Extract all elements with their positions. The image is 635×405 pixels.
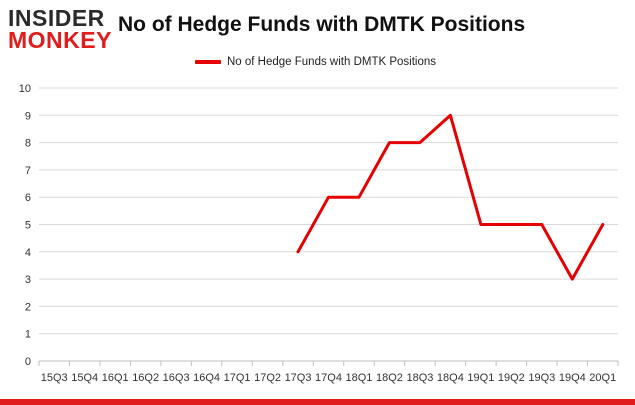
x-tick-label: 19Q4 (559, 372, 586, 384)
y-tick-label: 3 (25, 274, 31, 286)
y-tick-label: 4 (25, 247, 31, 259)
insider-monkey-logo: INSIDER MONKEY (8, 6, 116, 54)
x-tick-label: 20Q1 (589, 372, 616, 384)
x-tick-label: 18Q4 (437, 372, 464, 384)
x-tick-label: 17Q4 (315, 372, 342, 384)
y-tick-label: 0 (25, 356, 31, 368)
x-tick-label: 16Q1 (102, 372, 129, 384)
brand-bottom-bar (0, 399, 635, 405)
y-tick-label: 1 (25, 329, 31, 341)
y-tick-label: 5 (25, 220, 31, 232)
x-tick-label: 17Q3 (285, 372, 312, 384)
x-tick-label: 19Q2 (498, 372, 525, 384)
x-tick-label: 15Q4 (71, 372, 98, 384)
y-tick-label: 10 (19, 83, 31, 95)
y-tick-label: 8 (25, 138, 31, 150)
x-tick-label: 19Q1 (467, 372, 494, 384)
x-tick-label: 19Q3 (528, 372, 555, 384)
x-tick-label: 18Q1 (346, 372, 373, 384)
x-tick-label: 16Q2 (132, 372, 159, 384)
chart-title: No of Hedge Funds with DMTK Positions (118, 13, 526, 36)
logo-text-insider: INSIDER (8, 5, 105, 31)
x-tick-label: 17Q1 (224, 372, 251, 384)
x-tick-label: 16Q3 (163, 372, 190, 384)
x-tick-label: 16Q4 (193, 372, 220, 384)
chart-legend: No of Hedge Funds with DMTK Positions (195, 54, 436, 70)
x-tick-label: 15Q3 (41, 372, 68, 384)
y-tick-label: 7 (25, 165, 31, 177)
x-tick-label: 18Q3 (406, 372, 433, 384)
legend-swatch (195, 60, 221, 64)
y-tick-label: 2 (25, 301, 31, 313)
y-tick-label: 6 (25, 192, 31, 204)
y-tick-label: 9 (25, 110, 31, 122)
logo-text-monkey: MONKEY (8, 27, 112, 53)
x-tick-label: 18Q2 (376, 372, 403, 384)
legend-label: No of Hedge Funds with DMTK Positions (227, 56, 437, 68)
x-tick-label: 17Q2 (254, 372, 281, 384)
